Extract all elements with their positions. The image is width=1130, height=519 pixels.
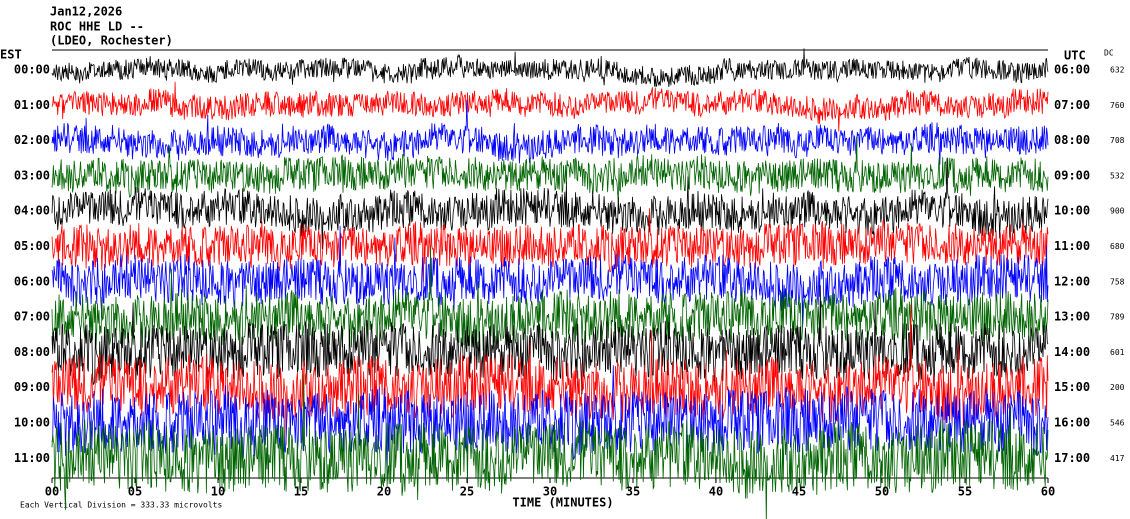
utc-label: 17:00 bbox=[1054, 451, 1090, 465]
footnote: Each Vertical Division = 333.33 microvol… bbox=[20, 501, 222, 510]
dc-value: 680 bbox=[1110, 242, 1125, 251]
dc-value: 900 bbox=[1110, 207, 1125, 216]
trace bbox=[51, 48, 1049, 88]
x-tick-label: 15 bbox=[294, 485, 308, 499]
dc-value: 708 bbox=[1110, 136, 1125, 145]
x-axis-label: TIME (MINUTES) bbox=[512, 496, 613, 510]
est-label: 01:00 bbox=[14, 98, 50, 112]
x-tick-label: 25 bbox=[460, 485, 474, 499]
utc-label: 09:00 bbox=[1054, 168, 1090, 182]
dc-value: 200 bbox=[1110, 383, 1125, 392]
chart-title: Jan12,2026 bbox=[50, 5, 122, 19]
est-label: 00:00 bbox=[14, 63, 50, 77]
x-tick-label: 50 bbox=[875, 485, 889, 499]
est-label: 08:00 bbox=[14, 345, 50, 359]
utc-label: 14:00 bbox=[1054, 345, 1090, 359]
dc-value: 789 bbox=[1110, 313, 1125, 322]
trace bbox=[51, 99, 1049, 165]
chart-subtitle: ROC HHE LD -- bbox=[50, 20, 144, 34]
est-label: 05:00 bbox=[14, 239, 50, 253]
x-tick-label: 20 bbox=[377, 485, 391, 499]
x-tick-label: 45 bbox=[792, 485, 806, 499]
left-axis-label: EST bbox=[0, 48, 22, 62]
dc-value: 417 bbox=[1110, 454, 1125, 463]
x-tick-label: 05 bbox=[128, 485, 142, 499]
x-tick-label: 00 bbox=[45, 485, 59, 499]
utc-label: 10:00 bbox=[1054, 204, 1090, 218]
est-label: 02:00 bbox=[14, 133, 50, 147]
utc-label: 13:00 bbox=[1054, 310, 1090, 324]
dc-value: 758 bbox=[1110, 277, 1125, 286]
utc-label: 06:00 bbox=[1054, 63, 1090, 77]
est-label: 04:00 bbox=[14, 204, 50, 218]
dc-value: 546 bbox=[1110, 419, 1125, 428]
utc-label: 07:00 bbox=[1054, 98, 1090, 112]
x-tick-label: 40 bbox=[709, 485, 723, 499]
trace bbox=[51, 304, 1049, 446]
utc-label: 11:00 bbox=[1054, 239, 1090, 253]
utc-label: 15:00 bbox=[1054, 380, 1090, 394]
x-tick-label: 10 bbox=[211, 485, 225, 499]
x-tick-label: 55 bbox=[958, 485, 972, 499]
dc-value: 601 bbox=[1110, 348, 1125, 357]
trace bbox=[51, 225, 1049, 328]
trace bbox=[51, 81, 1049, 132]
x-tick-label: 60 bbox=[1041, 485, 1055, 499]
trace bbox=[51, 208, 1049, 283]
trace bbox=[51, 365, 1049, 480]
est-label: 11:00 bbox=[14, 451, 50, 465]
trace bbox=[51, 158, 1049, 250]
est-label: 09:00 bbox=[14, 380, 50, 394]
trace bbox=[51, 374, 1049, 519]
dc-value: 632 bbox=[1110, 66, 1125, 75]
dc-label: DC bbox=[1104, 49, 1114, 58]
right-axis-label: UTC bbox=[1064, 49, 1086, 63]
est-label: 10:00 bbox=[14, 416, 50, 430]
trace bbox=[51, 136, 1049, 202]
dc-value: 760 bbox=[1110, 101, 1125, 110]
est-label: 03:00 bbox=[14, 168, 50, 182]
x-tick-label: 35 bbox=[626, 485, 640, 499]
est-label: 07:00 bbox=[14, 310, 50, 324]
utc-label: 08:00 bbox=[1054, 133, 1090, 147]
x-tick-label: 30 bbox=[543, 485, 557, 499]
est-label: 06:00 bbox=[14, 274, 50, 288]
utc-label: 16:00 bbox=[1054, 416, 1090, 430]
utc-label: 12:00 bbox=[1054, 274, 1090, 288]
dc-value: 532 bbox=[1110, 171, 1125, 180]
station-label: (LDEO, Rochester) bbox=[50, 34, 173, 48]
trace bbox=[51, 285, 1049, 395]
